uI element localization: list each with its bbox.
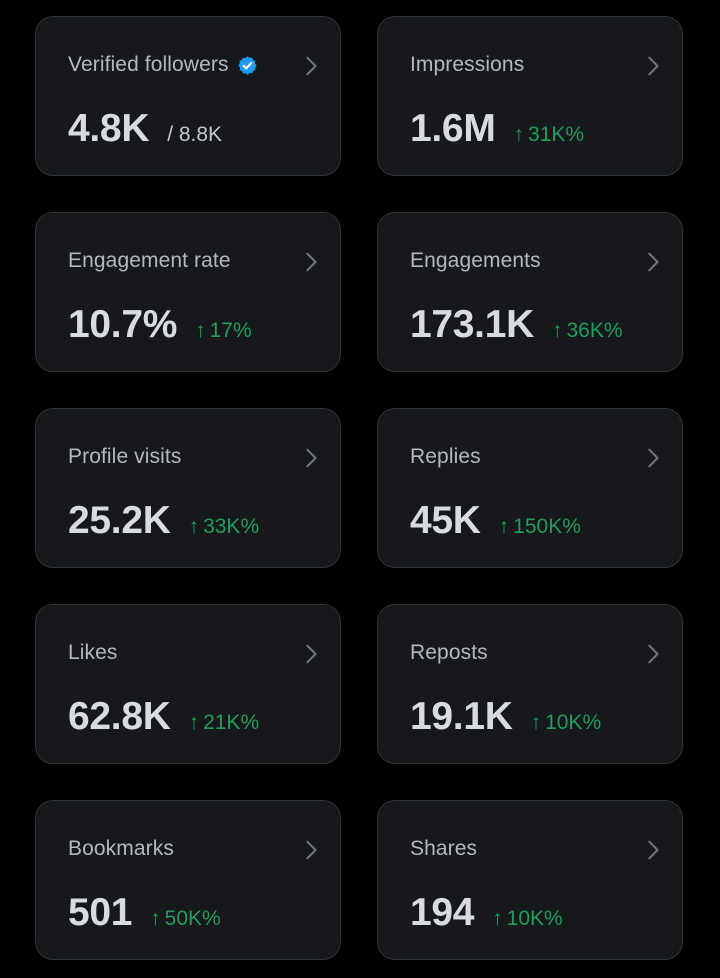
- verified-badge-icon: [237, 55, 257, 75]
- metric-value: 501: [68, 891, 133, 934]
- arrow-up-icon: ↑: [492, 907, 503, 930]
- chevron-right-icon: [648, 448, 659, 468]
- metric-delta-value: 31K%: [528, 123, 585, 146]
- metric-label-wrap: Verified followers: [68, 53, 258, 77]
- arrow-up-icon: ↑: [188, 711, 200, 734]
- metric-delta-value: 36K%: [566, 319, 623, 342]
- metric-value: 194: [410, 891, 475, 934]
- chevron-right-icon: [648, 840, 659, 860]
- metric-delta: ↑ 21K%: [189, 711, 260, 735]
- metric-total: / 8.8K: [167, 123, 223, 146]
- metric-label: Bookmarks: [68, 837, 174, 860]
- arrow-up-icon: ↑: [188, 515, 200, 538]
- metric-value: 10.7%: [68, 303, 178, 346]
- metric-card-reposts[interactable]: Reposts 19.1K ↑ 10K%: [377, 604, 683, 764]
- metric-delta: ↑ 10K%: [531, 711, 602, 735]
- metric-label: Impressions: [410, 53, 525, 76]
- metric-value-row: 10.7% ↑ 17%: [68, 303, 252, 347]
- metric-value-row: 45K ↑ 150K%: [410, 499, 581, 543]
- metric-delta-value: 50K%: [164, 907, 221, 930]
- metric-card-profile-visits[interactable]: Profile visits 25.2K ↑ 33K%: [35, 408, 341, 568]
- arrow-up-icon: ↑: [551, 319, 563, 342]
- metric-delta: ↑ 50K%: [150, 907, 221, 931]
- metric-card-verified-followers[interactable]: Verified followers 4.8K / 8.8K: [35, 16, 341, 176]
- metric-delta-value: 33K%: [203, 515, 260, 538]
- metric-label: Engagement rate: [68, 249, 231, 272]
- metric-delta: ↑ 17%: [195, 319, 252, 343]
- chevron-right-icon: [306, 448, 317, 468]
- chevron-right-icon: [648, 644, 659, 664]
- metric-value: 45K: [410, 499, 481, 542]
- metric-card-engagements[interactable]: Engagements 173.1K ↑ 36K%: [377, 212, 683, 372]
- metric-value: 62.8K: [68, 695, 171, 738]
- metric-value: 25.2K: [68, 499, 171, 542]
- metric-card-engagement-rate[interactable]: Engagement rate 10.7% ↑ 17%: [35, 212, 341, 372]
- metric-label: Shares: [410, 837, 478, 860]
- chevron-right-icon: [648, 252, 659, 272]
- metric-label: Likes: [68, 641, 118, 664]
- metric-label: Engagements: [410, 249, 541, 272]
- chevron-right-icon: [306, 644, 317, 664]
- metric-delta-value: 150K%: [513, 515, 581, 538]
- metric-value-row: 1.6M ↑ 31K%: [410, 107, 584, 151]
- chevron-right-icon: [648, 56, 659, 76]
- arrow-up-icon: ↑: [150, 907, 161, 930]
- chevron-right-icon: [306, 56, 317, 76]
- metric-label: Reposts: [410, 641, 488, 664]
- chevron-right-icon: [306, 252, 317, 272]
- metric-card-shares[interactable]: Shares 194 ↑ 10K%: [377, 800, 683, 960]
- metric-delta: ↑ 33K%: [189, 515, 260, 539]
- metric-card-impressions[interactable]: Impressions 1.6M ↑ 31K%: [377, 16, 683, 176]
- metric-label: Replies: [410, 445, 481, 468]
- metric-value: 173.1K: [410, 303, 534, 346]
- metric-card-likes[interactable]: Likes 62.8K ↑ 21K%: [35, 604, 341, 764]
- arrow-up-icon: ↑: [498, 515, 510, 538]
- metric-value-row: 4.8K / 8.8K: [68, 107, 222, 151]
- metric-value-row: 501 ↑ 50K%: [68, 891, 221, 935]
- metric-delta-value: 17%: [209, 319, 252, 342]
- metric-delta-value: 10K%: [506, 907, 563, 930]
- metric-card-replies[interactable]: Replies 45K ↑ 150K%: [377, 408, 683, 568]
- metric-delta: ↑ 36K%: [552, 319, 623, 343]
- arrow-up-icon: ↑: [195, 319, 206, 342]
- metric-delta: ↑ 10K%: [492, 907, 563, 931]
- metric-value: 4.8K: [68, 107, 150, 150]
- metric-value-row: 173.1K ↑ 36K%: [410, 303, 623, 347]
- metric-card-bookmarks[interactable]: Bookmarks 501 ↑ 50K%: [35, 800, 341, 960]
- metric-value-row: 62.8K ↑ 21K%: [68, 695, 259, 739]
- arrow-up-icon: ↑: [513, 123, 525, 146]
- metric-value-row: 25.2K ↑ 33K%: [68, 499, 259, 543]
- metric-value-row: 194 ↑ 10K%: [410, 891, 563, 935]
- metric-delta-value: 21K%: [203, 711, 260, 734]
- chevron-right-icon: [306, 840, 317, 860]
- metric-label: Profile visits: [68, 445, 182, 468]
- metric-delta: ↑ 31K%: [514, 123, 585, 147]
- metric-value: 19.1K: [410, 695, 513, 738]
- metric-label: Verified followers: [68, 53, 229, 76]
- arrow-up-icon: ↑: [530, 711, 542, 734]
- metric-value: 1.6M: [410, 107, 496, 150]
- metric-delta: ↑ 150K%: [499, 515, 581, 539]
- metric-value-row: 19.1K ↑ 10K%: [410, 695, 601, 739]
- metric-delta-value: 10K%: [545, 711, 602, 734]
